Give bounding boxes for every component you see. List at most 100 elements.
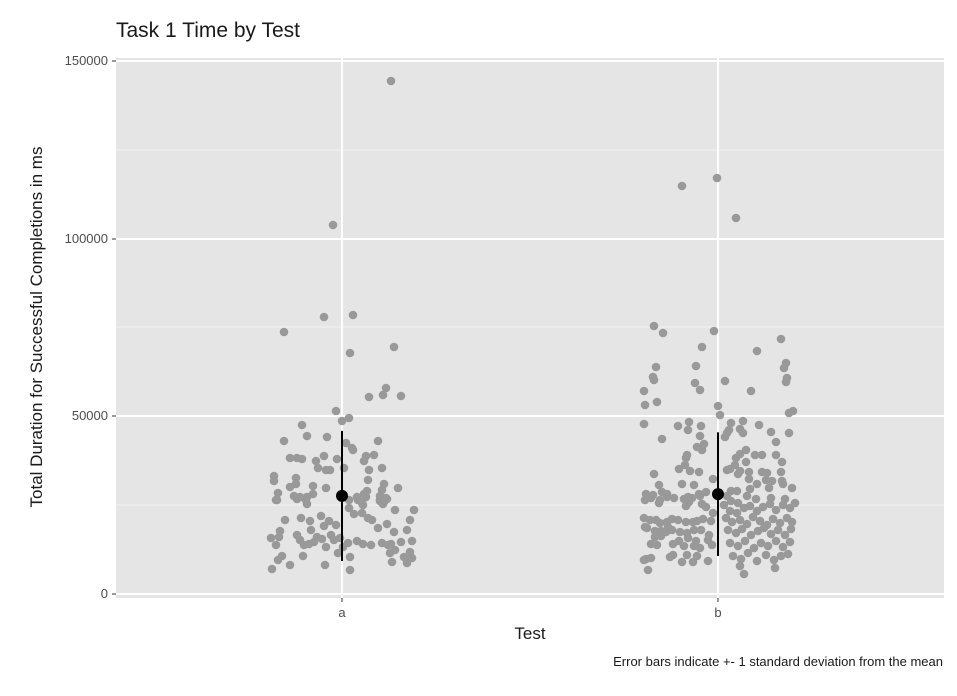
data-point — [759, 523, 769, 533]
data-point — [733, 469, 743, 479]
data-point — [748, 512, 758, 522]
data-point — [273, 488, 283, 498]
data-point — [322, 432, 332, 442]
data-point — [285, 560, 295, 570]
data-point — [657, 434, 667, 444]
data-point — [732, 508, 742, 518]
data-point — [681, 453, 691, 463]
data-point — [776, 467, 786, 477]
data-point — [655, 518, 665, 528]
data-point — [771, 505, 781, 515]
data-point — [640, 400, 650, 410]
data-point — [319, 312, 329, 322]
data-point — [359, 456, 369, 466]
data-point — [652, 397, 662, 407]
data-point — [381, 383, 391, 393]
data-point — [662, 492, 672, 502]
data-point — [378, 499, 388, 509]
data-point — [364, 392, 374, 402]
data-point — [765, 499, 775, 509]
data-point — [742, 491, 752, 501]
data-point — [770, 563, 780, 573]
data-point — [363, 475, 373, 485]
data-point — [325, 465, 335, 475]
data-point — [652, 540, 662, 550]
data-point — [751, 494, 761, 504]
data-point — [396, 391, 406, 401]
data-point — [348, 445, 358, 455]
data-point — [787, 483, 797, 493]
data-point — [313, 463, 323, 473]
data-point — [649, 469, 659, 479]
data-point — [733, 541, 743, 551]
data-point — [696, 525, 706, 535]
data-point — [665, 552, 675, 562]
data-point — [279, 436, 289, 446]
data-point — [382, 519, 392, 529]
data-point — [781, 377, 791, 387]
data-point — [749, 543, 759, 553]
data-point — [689, 525, 699, 535]
data-point — [778, 479, 788, 489]
data-point — [650, 526, 660, 536]
data-point — [746, 530, 756, 540]
data-point — [669, 493, 679, 503]
data-point — [279, 327, 289, 337]
data-point — [331, 520, 341, 530]
y-tick-label: 150000 — [64, 53, 108, 68]
data-point — [297, 454, 307, 464]
data-point — [756, 538, 766, 548]
data-point — [687, 493, 697, 503]
data-point — [695, 431, 705, 441]
data-point — [719, 500, 729, 510]
data-point — [720, 432, 730, 442]
data-point — [357, 508, 367, 518]
data-point — [651, 362, 661, 372]
data-point — [298, 551, 308, 561]
data-point — [668, 539, 678, 549]
data-point — [348, 310, 358, 320]
data-point — [694, 467, 704, 477]
data-point — [682, 550, 692, 560]
data-point — [656, 531, 666, 541]
data-point — [321, 542, 331, 552]
data-point — [320, 560, 330, 570]
data-point — [367, 515, 377, 525]
data-point — [296, 513, 306, 523]
data-point — [405, 515, 415, 525]
data-point — [685, 466, 695, 476]
data-point — [344, 503, 354, 513]
data-point — [344, 413, 354, 423]
data-point — [752, 556, 762, 566]
data-point — [695, 385, 705, 395]
data-point — [369, 450, 379, 460]
data-point — [389, 527, 399, 537]
data-point — [745, 484, 755, 494]
mean-point — [712, 488, 724, 501]
data-point — [746, 386, 756, 396]
data-point — [302, 431, 312, 441]
data-point — [713, 401, 723, 411]
data-point — [271, 540, 281, 550]
data-point — [674, 464, 684, 474]
data-point — [339, 463, 349, 473]
x-tick-label: a — [338, 605, 346, 620]
data-point — [725, 464, 735, 474]
data-point — [784, 428, 794, 438]
data-point — [733, 498, 743, 508]
data-point — [306, 525, 316, 535]
data-point — [643, 565, 653, 575]
data-point — [725, 506, 735, 516]
data-point — [712, 173, 722, 183]
data-point — [752, 479, 762, 489]
data-point — [703, 556, 713, 566]
chart-caption: Error bars indicate +- 1 standard deviat… — [613, 654, 943, 669]
data-point — [728, 551, 738, 561]
data-point — [727, 517, 737, 527]
chart-title: Task 1 Time by Test — [116, 19, 301, 42]
data-point — [373, 436, 383, 446]
data-point — [291, 473, 301, 483]
data-point — [272, 495, 282, 505]
data-point — [732, 486, 742, 496]
data-point — [731, 213, 741, 223]
